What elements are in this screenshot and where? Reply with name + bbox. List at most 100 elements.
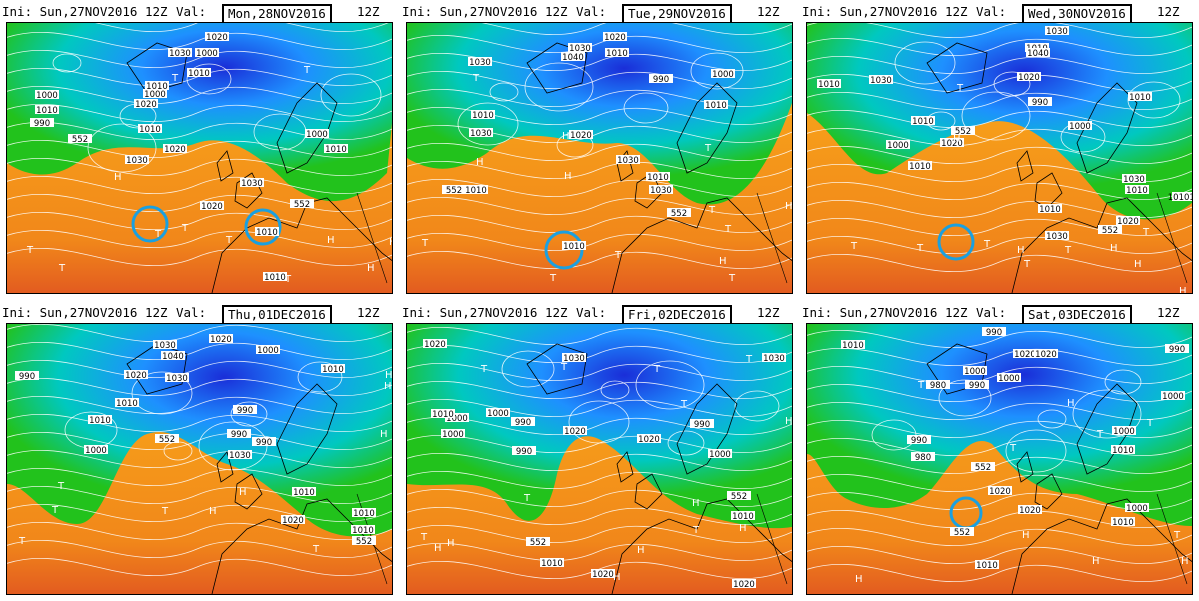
isobar-label: 1010: [471, 110, 495, 121]
svg-text:552: 552: [955, 127, 971, 137]
isobar-label: 990: [233, 405, 257, 416]
svg-text:1020: 1020: [135, 100, 157, 110]
svg-text:1030: 1030: [1123, 175, 1145, 185]
svg-text:1040: 1040: [1027, 49, 1049, 59]
svg-text:1010: 1010: [912, 117, 934, 127]
isobar-label: 1010: [908, 161, 932, 172]
isobar-label: 1010: [1111, 445, 1135, 456]
svg-text:990: 990: [515, 418, 531, 428]
panel-header: Ini: Sun,27NOV2016 12Z Val: Wed,30NOV201…: [800, 0, 1195, 24]
svg-text:1030: 1030: [470, 129, 492, 139]
pressure-center-marker: T: [549, 273, 557, 284]
valid-label: Val:: [976, 4, 1007, 19]
isobar-label: 1000: [997, 373, 1021, 384]
pressure-center-marker: H: [564, 171, 572, 182]
pressure-center-marker: H: [434, 543, 442, 554]
forecast-map: 1020 1030 1030 1000 1000 1000 990 990 1010 990 102…: [406, 323, 793, 595]
pressure-center-marker: T: [51, 505, 59, 516]
pressure-center-marker: H: [389, 237, 393, 248]
svg-text:1010: 1010: [732, 512, 754, 522]
panel-header: Ini: Sun,27NOV2016 12Z Val: Sat,03DEC201…: [800, 301, 1195, 325]
svg-text:1010: 1010: [563, 242, 585, 252]
pressure-center-marker: T: [745, 354, 753, 365]
pressure-center-marker: H: [1110, 243, 1118, 254]
svg-text:980: 980: [915, 453, 931, 463]
pressure-center-marker: T: [850, 241, 858, 252]
isobar-label: 552: [727, 491, 751, 502]
svg-text:1020: 1020: [941, 139, 963, 149]
svg-text:1030: 1030: [870, 76, 892, 86]
svg-text:990: 990: [19, 372, 35, 382]
isobar-label: 1000: [445, 413, 469, 424]
isobar-label: 1020: [163, 144, 187, 155]
isobar-label: 552: [68, 134, 92, 145]
svg-text:1030: 1030: [241, 179, 263, 189]
valid-label: Val:: [976, 305, 1007, 320]
svg-text:1010: 1010: [432, 410, 454, 420]
panel-header: Ini: Sun,27NOV2016 12Z Val: Tue,29NOV201…: [400, 0, 795, 24]
highlight-circle: [937, 223, 975, 261]
svg-text:1020: 1020: [570, 131, 592, 141]
svg-text:1000: 1000: [196, 49, 218, 59]
svg-text:1020: 1020: [638, 435, 660, 445]
isobar-label: 1000: [84, 445, 108, 456]
svg-text:1000: 1000: [998, 374, 1020, 384]
isobar-label: 1000: [1125, 503, 1149, 514]
svg-text:1010: 1010: [976, 561, 998, 571]
panel-header: Ini: Sun,27NOV2016 12Z Val: Mon,28NOV201…: [0, 0, 395, 24]
isobar-label: 1010: [145, 81, 169, 92]
valid-label: Val:: [176, 4, 207, 19]
isobar-label: 1000: [708, 449, 732, 460]
isobar-label: 1010: [255, 227, 279, 238]
run-time: 12Z: [1157, 305, 1180, 320]
isobar-label: 990: [511, 417, 535, 428]
isobar-label: 1010: [1111, 517, 1135, 528]
svg-text:1010: 1010: [909, 162, 931, 172]
init-time: Ini: Sun,27NOV2016 12Z: [2, 4, 168, 19]
svg-text:1020: 1020: [733, 580, 755, 590]
svg-text:1030: 1030: [229, 451, 251, 461]
svg-text:1030: 1030: [569, 44, 591, 54]
svg-text:1030: 1030: [1046, 27, 1068, 37]
isobar-label: 1020: [1116, 216, 1140, 227]
svg-text:552: 552: [356, 537, 372, 547]
run-time: 12Z: [757, 4, 780, 19]
pressure-center-marker: H: [637, 545, 645, 556]
isobar-label: 1010: [975, 560, 999, 571]
pressure-center-marker: T: [57, 481, 65, 492]
isobar-label: 990: [907, 435, 931, 446]
isobar-label: 1020: [134, 99, 158, 110]
pressure-center-marker: H: [692, 498, 700, 509]
svg-text:552: 552: [671, 209, 687, 219]
valid-label: Val:: [176, 305, 207, 320]
pressure-center-marker: T: [171, 73, 179, 84]
svg-text:1010: 1010: [116, 399, 138, 409]
svg-text:1020: 1020: [125, 371, 147, 381]
pressure-center-marker: H: [239, 487, 247, 498]
pressure-center-marker: H: [327, 235, 335, 246]
svg-text:1010: 1010: [352, 526, 374, 536]
isobar-label: 1010: [817, 79, 841, 90]
svg-text:1010: 1010: [264, 273, 286, 283]
isobar-label: 990: [965, 380, 989, 391]
run-time: 12Z: [357, 305, 380, 320]
isobar-label: 1030: [469, 128, 493, 139]
pressure-center-marker: H: [209, 506, 217, 517]
init-time: Ini: Sun,27NOV2016 12Z: [2, 305, 168, 320]
pressure-center-marker: T: [284, 274, 292, 285]
svg-text:1030: 1030: [763, 354, 785, 364]
pressure-center-marker: T: [420, 532, 428, 543]
pressure-center-marker: H: [739, 523, 747, 534]
svg-text:1010: 1010: [818, 80, 840, 90]
run-time: 12Z: [1157, 4, 1180, 19]
svg-text:990: 990: [694, 420, 710, 430]
svg-text:1010: 1010: [322, 365, 344, 375]
svg-text:1010: 1010: [36, 106, 58, 116]
isobar-label: 1010: [431, 409, 455, 420]
isobar-label: 1010: [646, 172, 670, 183]
isobar-label: 1000: [711, 69, 735, 80]
svg-text:1000: 1000: [442, 430, 464, 440]
svg-text:1020: 1020: [1014, 350, 1036, 360]
isobar-label: 552: [667, 208, 691, 219]
